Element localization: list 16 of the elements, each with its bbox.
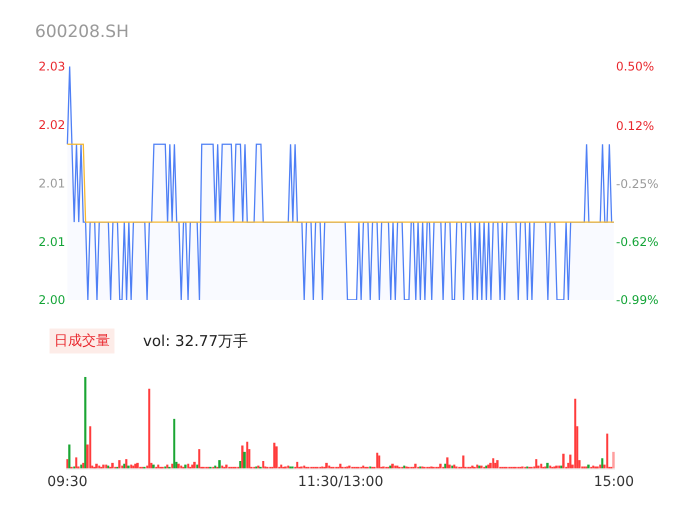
y-tick-label: 2.02 <box>38 118 66 132</box>
x-tick-label: 09:30 <box>47 474 88 490</box>
y-tick-label: 2.01 <box>38 176 66 190</box>
y-tick-label: 2.00 <box>38 293 66 308</box>
x-tick-label: 11:30/13:00 <box>298 474 384 490</box>
x-tick-label: 15:00 <box>594 474 634 490</box>
chart-title: 日成交量 <box>54 333 110 349</box>
y-tick-label: 2.03 <box>38 60 66 74</box>
text: vol: 32.77万手 <box>143 332 248 350</box>
chart-title: 600208.SH <box>35 22 129 42</box>
y2-tick-label: -0.25% <box>616 177 658 192</box>
y2-tick-label: 0.12% <box>616 119 654 134</box>
y2-tick-label: -0.62% <box>616 235 658 250</box>
y2-tick-label: 0.50% <box>616 60 654 74</box>
y-tick-label: 2.01 <box>38 234 66 249</box>
y2-tick-label: -0.99% <box>616 293 658 308</box>
